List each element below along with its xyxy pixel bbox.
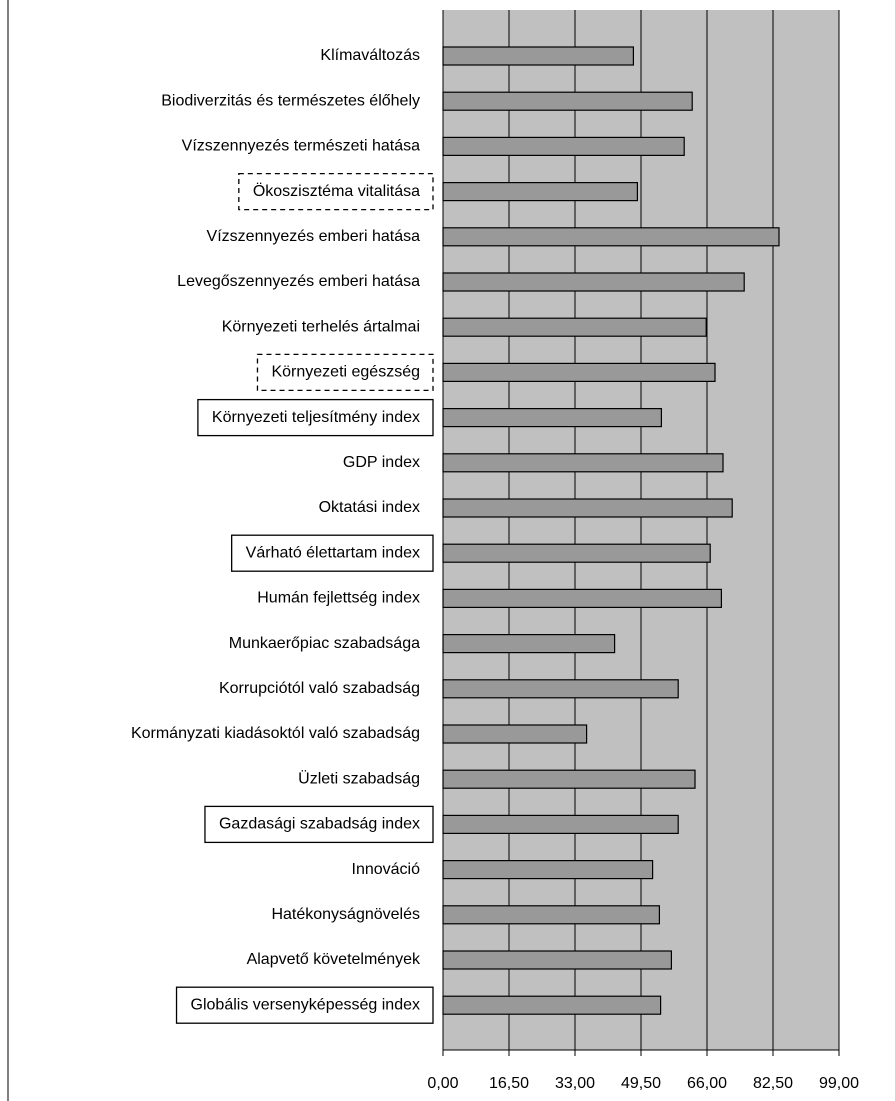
y-tick-label: Korrupciótól való szabadság: [219, 680, 420, 697]
y-tick-label: Gazdasági szabadság index: [219, 816, 420, 833]
y-tick-label: Levegőszennyezés emberi hatása: [177, 273, 420, 290]
y-tick-label: GDP index: [343, 454, 420, 471]
bar: [442, 679, 679, 699]
bar: [442, 227, 780, 247]
y-tick-label: Környezeti egészség: [271, 364, 420, 381]
y-tick-label: Ökoszisztéma vitalitása: [253, 182, 420, 200]
y-tick-label: Klímaváltozás: [320, 47, 420, 64]
bar: [442, 633, 616, 654]
bar: [442, 859, 654, 880]
bar: [442, 995, 662, 1015]
bar: [442, 317, 707, 337]
bar: [442, 408, 662, 428]
y-tick-label: Oktatási index: [319, 499, 420, 516]
label-box: [256, 353, 434, 392]
x-tick-label: 16,50: [489, 1075, 529, 1092]
y-tick-label: Alapvető követelmények: [247, 951, 421, 968]
y-tick-label: Biodiverzitás és természetes élőhely: [161, 92, 420, 109]
y-tick-label: Globális versenyképesség index: [191, 996, 420, 1013]
bar: [442, 724, 588, 744]
bar: [442, 769, 696, 789]
label-box: [175, 986, 434, 1024]
label-box: [197, 398, 434, 437]
y-tick-label: Várható élettartam index: [246, 544, 420, 561]
y-tick-label: Környezeti terhelés ártalmai: [222, 318, 420, 335]
y-tick-label: Munkaerőpiac szabadsága: [229, 635, 420, 652]
bar: [442, 362, 716, 382]
x-tick-label: 0,00: [427, 1075, 458, 1092]
y-tick-label: Humán fejlettség index: [257, 590, 420, 607]
label-box: [238, 172, 434, 211]
bar: [442, 136, 685, 156]
bar: [442, 272, 745, 292]
bar: [442, 543, 711, 563]
bar: [442, 905, 660, 925]
y-tick-label: Hatékonyságnövelés: [271, 906, 420, 923]
x-tick-label: 66,00: [687, 1075, 727, 1092]
x-tick-label: 49,50: [621, 1075, 661, 1092]
x-tick-label: 82,50: [753, 1075, 793, 1092]
label-box: [204, 805, 434, 844]
y-tick-label: Innováció: [352, 861, 421, 878]
label-box: [231, 534, 434, 572]
bar: [442, 498, 733, 518]
bar: [442, 588, 722, 609]
bar: [442, 91, 693, 111]
y-tick-label: Kormányzati kiadásoktól való szabadság: [131, 725, 420, 742]
bar: [442, 182, 638, 202]
bar: [442, 453, 724, 473]
bar: [442, 950, 672, 970]
y-tick-label: Környezeti teljesítmény index: [212, 409, 420, 426]
bar: [442, 46, 634, 66]
x-tick-label: 33,00: [555, 1075, 595, 1092]
x-tick-label: 99,00: [819, 1075, 859, 1092]
y-tick-label: Vízszennyezés emberi hatása: [207, 228, 421, 245]
bar: [442, 814, 679, 835]
y-tick-label: Üzleti szabadság: [298, 769, 420, 787]
y-tick-label: Vízszennyezés természeti hatása: [182, 138, 420, 155]
